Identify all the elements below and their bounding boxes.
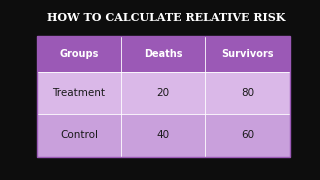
Text: Survivors: Survivors xyxy=(221,49,274,59)
Text: Control: Control xyxy=(60,130,98,141)
Bar xyxy=(37,72,290,114)
Bar xyxy=(37,36,290,157)
Text: 80: 80 xyxy=(241,88,254,98)
Text: Treatment: Treatment xyxy=(52,88,105,98)
Bar xyxy=(37,36,290,72)
Text: 60: 60 xyxy=(241,130,254,141)
Text: 40: 40 xyxy=(156,130,170,141)
Text: 20: 20 xyxy=(156,88,170,98)
Text: Deaths: Deaths xyxy=(144,49,182,59)
Bar xyxy=(37,114,290,157)
Text: Groups: Groups xyxy=(59,49,99,59)
Text: HOW TO CALCULATE RELATIVE RISK: HOW TO CALCULATE RELATIVE RISK xyxy=(47,12,285,23)
